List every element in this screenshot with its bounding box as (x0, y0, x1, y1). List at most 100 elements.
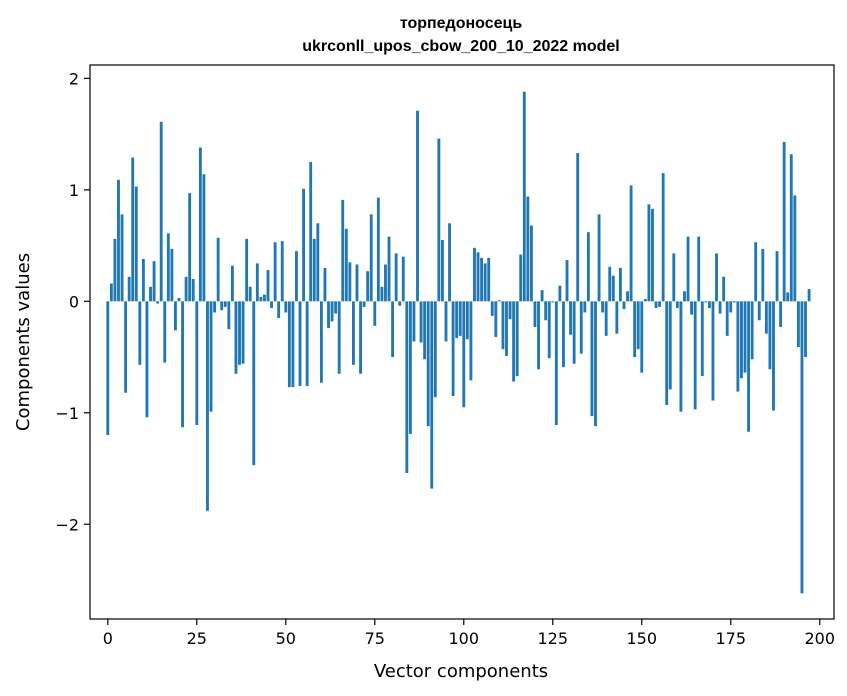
bar-62 (327, 301, 330, 329)
bar-6 (127, 276, 131, 302)
bar-79 (387, 236, 391, 302)
bar-171 (715, 253, 718, 302)
bar-21 (181, 301, 184, 428)
bar-53 (295, 251, 298, 302)
bar-61 (323, 267, 327, 302)
bar-13 (152, 261, 156, 302)
bar-101 (465, 301, 469, 340)
bar-65 (337, 301, 341, 374)
bar-146 (626, 291, 629, 302)
bar-153 (651, 208, 654, 302)
bar-136 (590, 301, 594, 417)
bar-190 (782, 141, 786, 302)
bar-68 (348, 262, 352, 302)
bar-143 (615, 301, 619, 334)
bar-162 (683, 291, 686, 302)
bar-140 (604, 301, 608, 336)
bar-1 (109, 283, 113, 302)
bars-group (106, 91, 811, 594)
bar-106 (483, 263, 487, 302)
bar-37 (238, 301, 241, 365)
bar-96 (448, 223, 451, 302)
bar-73 (366, 271, 370, 302)
bar-51 (287, 301, 291, 388)
bar-117 (522, 91, 526, 302)
bar-137 (594, 301, 597, 427)
x-tick-label: 50 (276, 629, 296, 648)
x-tick-label: 25 (187, 629, 207, 648)
bar-12 (149, 286, 152, 302)
y-tick-label: −1 (55, 404, 79, 423)
bar-159 (672, 253, 676, 302)
bar-34 (227, 301, 231, 330)
bar-63 (330, 301, 334, 322)
bar-92 (433, 301, 437, 398)
bar-118 (526, 196, 530, 302)
bar-25 (195, 301, 199, 426)
bar-69 (352, 301, 355, 365)
bar-71 (359, 301, 362, 374)
y-tick-label: 1 (69, 181, 79, 200)
bar-148 (633, 301, 637, 358)
bar-164 (690, 301, 694, 315)
bar-152 (647, 204, 651, 302)
bar-81 (394, 253, 398, 302)
bar-102 (469, 301, 473, 381)
bar-91 (430, 301, 434, 489)
bar-74 (369, 214, 373, 302)
bar-104 (476, 252, 480, 302)
bar-39 (245, 238, 249, 302)
bar-196 (804, 301, 807, 358)
bar-175 (729, 301, 733, 313)
bar-163 (686, 236, 690, 302)
bar-45 (266, 270, 270, 302)
bar-127 (558, 285, 562, 302)
bar-41 (252, 301, 256, 466)
y-axis-label: Components values (13, 253, 34, 431)
bar-157 (665, 301, 669, 405)
bar-64 (334, 301, 338, 314)
x-tick-label: 175 (715, 629, 746, 648)
bar-49 (280, 241, 284, 302)
bar-177 (736, 301, 740, 392)
bar-95 (444, 301, 448, 342)
bar-58 (312, 238, 316, 302)
bar-17 (166, 233, 170, 302)
bar-150 (640, 301, 644, 373)
x-tick-label: 150 (626, 629, 657, 648)
bar-144 (618, 267, 622, 302)
bar-89 (423, 301, 427, 360)
bar-52 (291, 301, 295, 388)
bar-36 (234, 301, 238, 374)
bar-185 (764, 301, 768, 334)
x-tick-label: 200 (804, 629, 835, 648)
bar-169 (707, 301, 711, 308)
bar-119 (529, 225, 533, 302)
bar-93 (437, 138, 441, 302)
bar-184 (761, 248, 765, 302)
bar-30 (213, 301, 217, 313)
bar-82 (398, 301, 402, 306)
bar-172 (718, 301, 722, 314)
bar-42 (255, 263, 259, 302)
y-tick-label: 0 (69, 292, 79, 311)
bar-156 (661, 173, 665, 302)
bar-158 (668, 301, 672, 390)
bar-27 (202, 174, 206, 302)
bar-160 (675, 301, 679, 308)
bar-121 (537, 301, 540, 370)
bar-75 (373, 301, 377, 326)
bar-16 (163, 301, 167, 363)
bar-35 (230, 265, 234, 302)
bar-98 (455, 301, 459, 339)
bar-97 (451, 301, 455, 397)
bar-80 (391, 301, 395, 358)
bar-57 (309, 161, 313, 302)
bar-107 (487, 257, 491, 302)
bar-29 (209, 301, 213, 412)
bar-120 (533, 301, 537, 327)
bar-166 (697, 236, 701, 302)
y-tick-label: −2 (55, 515, 79, 534)
bar-173 (722, 276, 726, 302)
